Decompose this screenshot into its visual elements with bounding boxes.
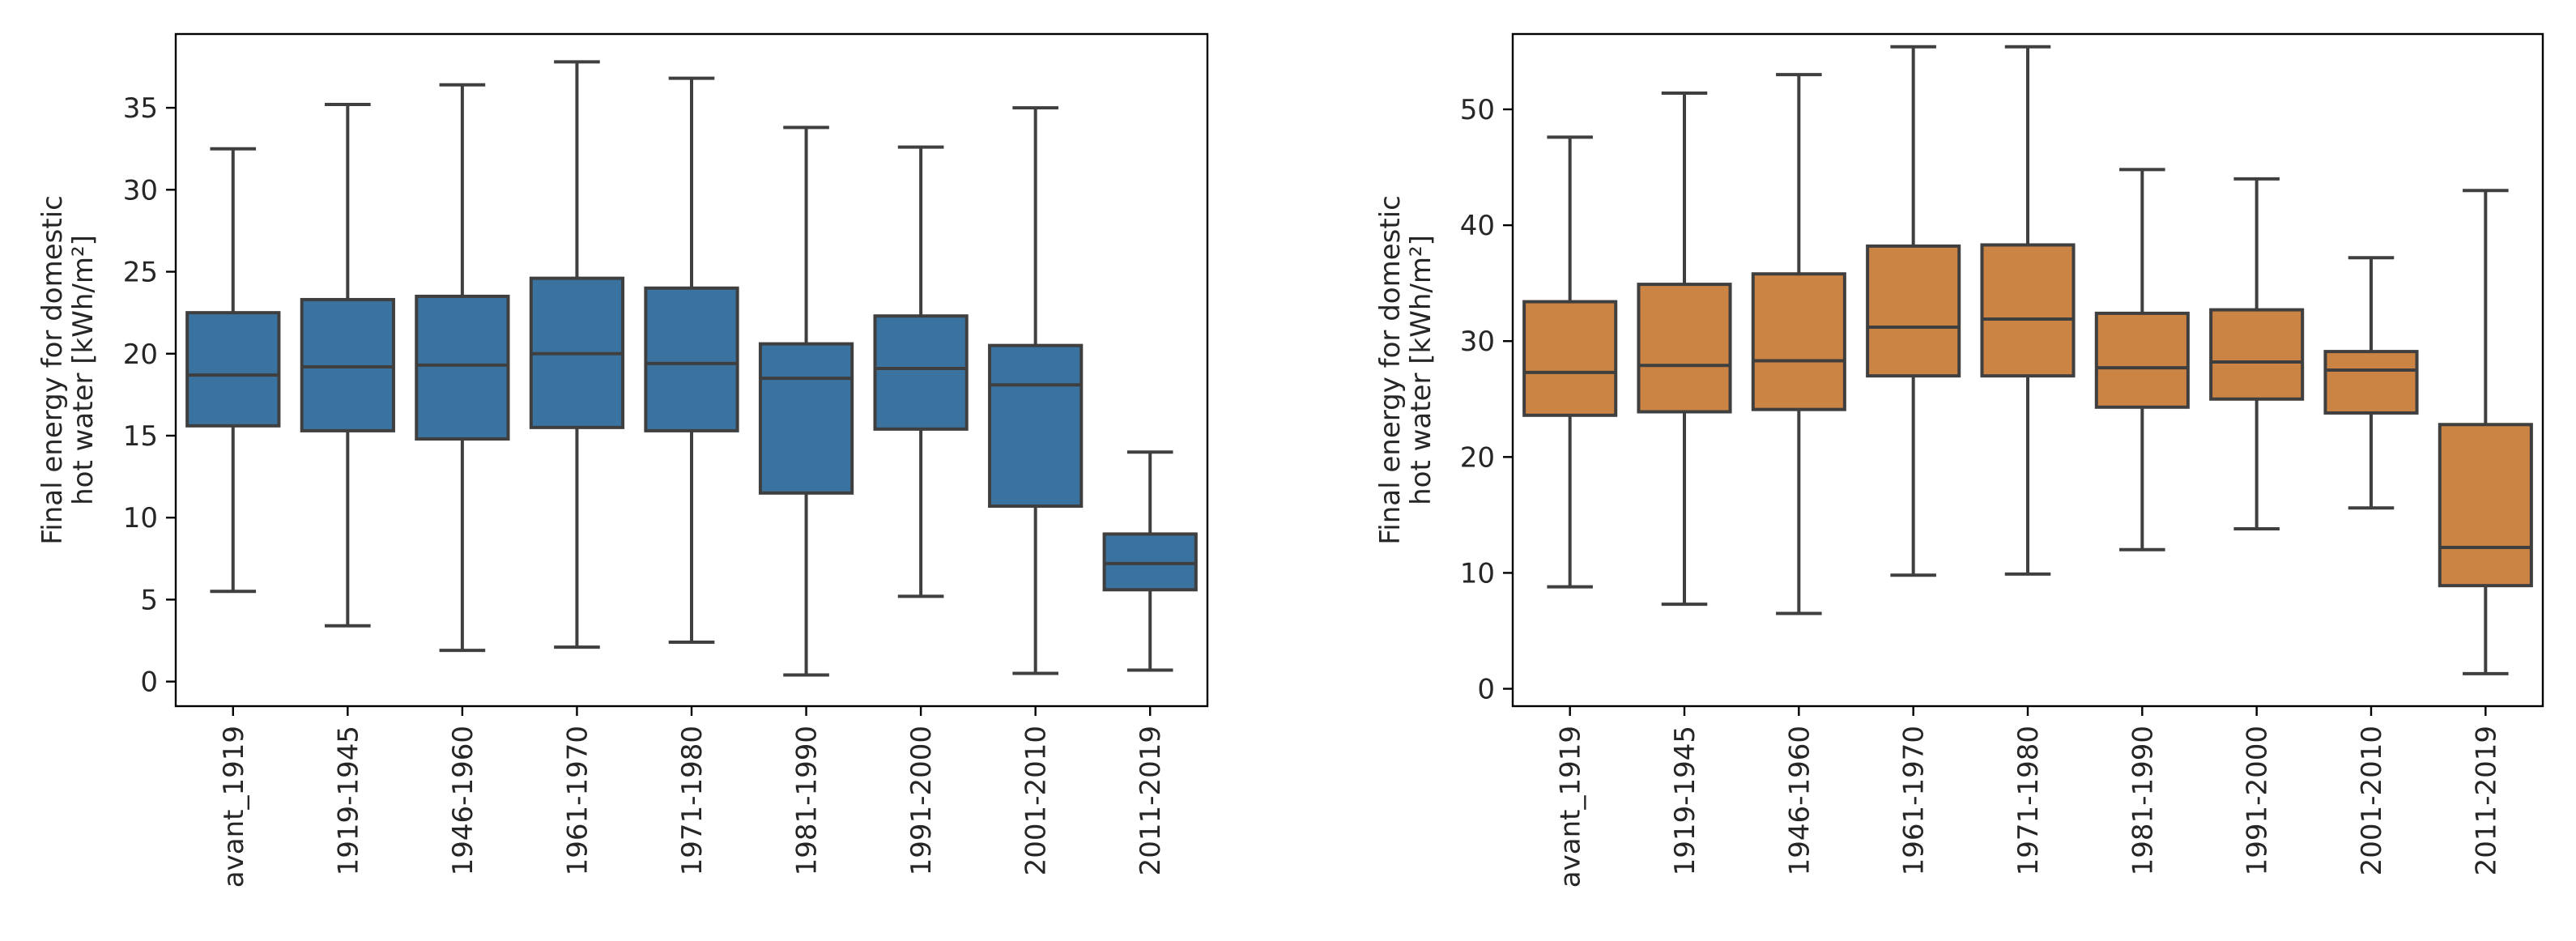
iqr-box bbox=[1980, 243, 2076, 378]
iqr-box bbox=[873, 314, 969, 431]
box-1971-1980 bbox=[644, 76, 739, 645]
iqr-box bbox=[1637, 283, 1732, 414]
x-tick-label: 1946-1960 bbox=[1783, 726, 1816, 875]
iqr-box bbox=[2438, 423, 2533, 588]
y-tick-label: 10 bbox=[123, 502, 158, 534]
iqr-box bbox=[644, 286, 739, 432]
iqr-box bbox=[2094, 311, 2190, 409]
x-tick-label: 1981-1990 bbox=[2127, 726, 2159, 875]
iqr-box bbox=[1751, 272, 1846, 411]
x-tick-label: 1991-2000 bbox=[2242, 726, 2274, 875]
x-tick-label: 2001-2010 bbox=[2356, 726, 2388, 875]
box-1919-1945 bbox=[1637, 91, 1732, 607]
y-tick-label: 0 bbox=[140, 666, 158, 699]
y-tick-label: 15 bbox=[123, 420, 158, 453]
y-axis-label: Final energy for domestichot water [kWh/… bbox=[1374, 195, 1437, 545]
box-avant_1919 bbox=[185, 147, 281, 594]
x-tick-label: 2011-2019 bbox=[1135, 726, 1167, 875]
iqr-box bbox=[185, 311, 281, 428]
box-2011-2019 bbox=[1102, 450, 1198, 672]
iqr-box bbox=[988, 343, 1084, 509]
x-tick-label: 1961-1970 bbox=[1898, 726, 1931, 875]
box-1981-1990 bbox=[2094, 168, 2190, 551]
box-1991-2000 bbox=[2209, 177, 2305, 531]
x-tick-label: 1961-1970 bbox=[561, 726, 594, 875]
y-tick-label: 25 bbox=[123, 257, 158, 289]
box-1919-1945 bbox=[300, 103, 395, 628]
iqr-box bbox=[1522, 300, 1618, 417]
right-boxplot-panel: 0 10 20 30 40 50 avant_1919 1919-1945 1946-1960 1… bbox=[1374, 32, 2544, 888]
x-tick-label: avant_1919 bbox=[218, 726, 250, 888]
box-2011-2019 bbox=[2438, 189, 2533, 675]
box-avant_1919 bbox=[1522, 135, 1618, 589]
y-tick-label: 5 bbox=[140, 584, 158, 616]
x-tick-label: 1971-1980 bbox=[676, 726, 709, 875]
y-tick-label: 50 bbox=[1460, 94, 1495, 126]
box-1961-1970 bbox=[529, 60, 625, 649]
x-tick-label: 1919-1945 bbox=[332, 726, 364, 875]
box-1991-2000 bbox=[873, 145, 969, 598]
y-tick-label: 40 bbox=[1460, 210, 1495, 242]
y-axis-label-line: Final energy for domestic bbox=[1374, 195, 1407, 545]
box-1946-1960 bbox=[1751, 73, 1846, 615]
y-tick-label: 35 bbox=[123, 92, 158, 125]
x-tick-label: 1919-1945 bbox=[1669, 726, 1701, 875]
box-1981-1990 bbox=[758, 126, 854, 677]
left-boxplot-panel: 0 5 10 15 20 25 30 35 avant_1919 1919-1945 1946-19… bbox=[36, 32, 1209, 888]
x-tick-label: 1991-2000 bbox=[905, 726, 938, 875]
iqr-box bbox=[2323, 350, 2419, 415]
y-axis-label-line: hot water [kWh/m²] bbox=[67, 235, 100, 505]
y-axis-label: Final energy for domestichot water [kWh/… bbox=[36, 195, 100, 545]
y-tick-label: 20 bbox=[1460, 441, 1495, 474]
y-tick-label: 10 bbox=[1460, 557, 1495, 590]
y-axis-label-line: Final energy for domestic bbox=[36, 195, 69, 545]
iqr-box bbox=[758, 342, 854, 495]
x-tick-label: 1946-1960 bbox=[447, 726, 479, 875]
y-tick-label: 30 bbox=[123, 174, 158, 207]
y-axis-label-line: hot water [kWh/m²] bbox=[1405, 235, 1437, 505]
y-tick-label: 30 bbox=[1460, 326, 1495, 358]
iqr-box bbox=[300, 297, 395, 432]
iqr-box bbox=[1102, 532, 1198, 592]
iqr-box bbox=[2209, 308, 2305, 401]
y-tick-label: 20 bbox=[123, 339, 158, 371]
box-1971-1980 bbox=[1980, 45, 2076, 576]
x-tick-label: 1981-1990 bbox=[791, 726, 824, 875]
box-1946-1960 bbox=[415, 83, 510, 653]
box-2001-2010 bbox=[988, 106, 1084, 675]
x-tick-label: 2011-2019 bbox=[2470, 726, 2502, 875]
iqr-box bbox=[1866, 244, 1961, 378]
x-tick-label: avant_1919 bbox=[1555, 726, 1587, 888]
y-tick-label: 0 bbox=[1477, 674, 1495, 706]
x-tick-label: 2001-2010 bbox=[1020, 726, 1053, 875]
box-2001-2010 bbox=[2323, 256, 2419, 510]
box-1961-1970 bbox=[1866, 45, 1961, 577]
iqr-box bbox=[415, 294, 510, 441]
x-tick-label: 1971-1980 bbox=[2012, 726, 2045, 875]
